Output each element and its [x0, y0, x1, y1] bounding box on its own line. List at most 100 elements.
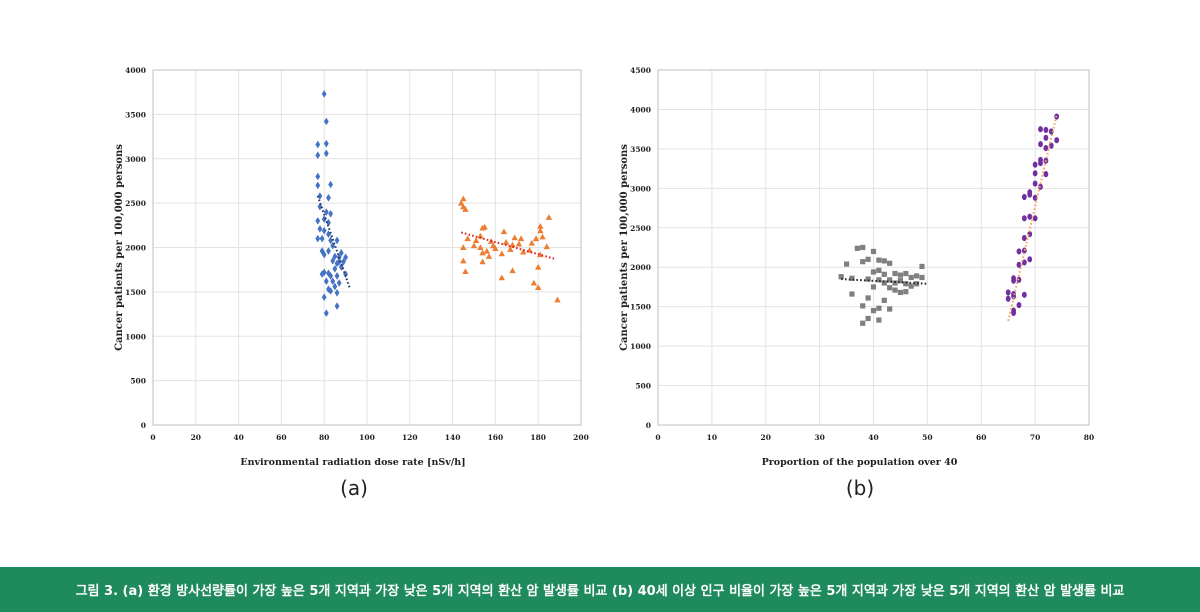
data-point [865, 256, 871, 262]
data-point [326, 247, 331, 255]
data-point [1032, 180, 1038, 187]
y-tick-label: 3000 [630, 184, 651, 193]
data-point [1032, 194, 1038, 201]
data-point [470, 242, 478, 249]
data-point [457, 199, 465, 206]
data-point [1016, 248, 1022, 255]
data-point [323, 277, 329, 286]
data-point [1038, 159, 1043, 167]
data-point [492, 245, 499, 251]
data-point [515, 240, 523, 247]
data-point [332, 252, 338, 261]
data-point [1043, 145, 1049, 152]
data-point [315, 140, 321, 149]
data-point [903, 281, 909, 287]
data-point [315, 217, 321, 225]
x-tick-label: 160 [488, 433, 504, 442]
data-point [334, 259, 340, 268]
data-point [532, 235, 540, 242]
x-tick-label: 40 [868, 433, 878, 442]
data-point [460, 244, 467, 251]
data-point [1038, 141, 1043, 148]
y-tick-label: 1500 [125, 288, 146, 297]
x-tick-label: 70 [1030, 433, 1040, 442]
data-point [903, 289, 909, 295]
y-tick-label: 0 [646, 421, 651, 430]
data-point [854, 245, 860, 251]
data-point [1016, 261, 1022, 268]
data-point [509, 241, 516, 248]
y-tick-label: 4000 [125, 66, 146, 75]
data-point [865, 295, 871, 301]
series-2 [1005, 113, 1060, 322]
data-point [1011, 309, 1016, 317]
data-point [334, 272, 340, 280]
data-point [315, 234, 321, 243]
data-point [545, 214, 553, 220]
chart-a-scatter: 0 20 40 60 80 100 120 140 160 180 200 0 500 1000 1500 2… [0, 0, 600, 520]
data-point [460, 195, 467, 202]
chart-b-scatter: 0 10 20 30 40 50 60 70 80 0 500 1000 1500 2000 2500 300… [600, 0, 1200, 520]
x-tick-label: 10 [707, 433, 717, 442]
data-point [511, 234, 518, 241]
data-point [535, 284, 542, 290]
data-point [860, 259, 866, 265]
data-point [887, 277, 893, 283]
data-point [315, 151, 321, 159]
figure-caption: 그림 3. (a) 환경 방사선량률이 가장 높은 5개 지역과 가장 낮은 5… [0, 567, 1200, 612]
data-point [321, 90, 327, 98]
x-tick-label: 200 [573, 433, 589, 442]
y-tick-label: 1000 [125, 332, 146, 341]
data-point [323, 149, 329, 158]
data-point [1011, 277, 1016, 284]
series-1 [315, 90, 351, 317]
data-point [530, 279, 538, 286]
y-tick-label: 1500 [630, 303, 651, 312]
plot-frame [657, 69, 1090, 426]
data-point [326, 194, 331, 202]
data-point [323, 208, 329, 216]
data-point [336, 279, 342, 287]
data-point [881, 258, 887, 264]
data-point [326, 218, 331, 227]
x-tick-label: 50 [922, 433, 932, 442]
y-tick-label: 2000 [125, 244, 146, 253]
data-point [876, 267, 882, 273]
y-tick-label: 3000 [125, 155, 146, 164]
x-tick-label: 40 [233, 433, 243, 442]
data-point [321, 215, 327, 223]
data-point [330, 257, 336, 265]
data-point [328, 209, 334, 218]
plot-frame [152, 69, 582, 426]
data-point [537, 227, 544, 234]
data-point [462, 268, 469, 275]
data-point [876, 305, 882, 311]
data-point [1005, 295, 1011, 302]
data-point [1021, 193, 1027, 201]
data-point [537, 223, 544, 229]
data-point [849, 275, 855, 281]
trend-line [1007, 114, 1058, 322]
data-point [317, 225, 323, 233]
x-tick-label: 80 [319, 433, 329, 442]
data-point [460, 257, 467, 264]
data-point [1021, 215, 1027, 222]
data-point [328, 236, 334, 245]
data-point [897, 289, 904, 296]
data-point [1043, 126, 1049, 134]
data-point [338, 263, 344, 271]
data-point [483, 247, 491, 254]
data-point [897, 272, 904, 278]
y-tick-label: 2500 [630, 224, 651, 233]
data-point [892, 270, 898, 277]
data-point [500, 228, 508, 235]
data-point [1021, 291, 1027, 298]
trend-line [460, 231, 556, 260]
data-point [887, 285, 893, 291]
data-point [321, 293, 327, 301]
y-tick-label: 500 [635, 382, 651, 391]
data-point [908, 274, 914, 281]
x-tick-label: 60 [276, 433, 286, 442]
data-point [1032, 161, 1038, 168]
data-point [323, 139, 329, 148]
